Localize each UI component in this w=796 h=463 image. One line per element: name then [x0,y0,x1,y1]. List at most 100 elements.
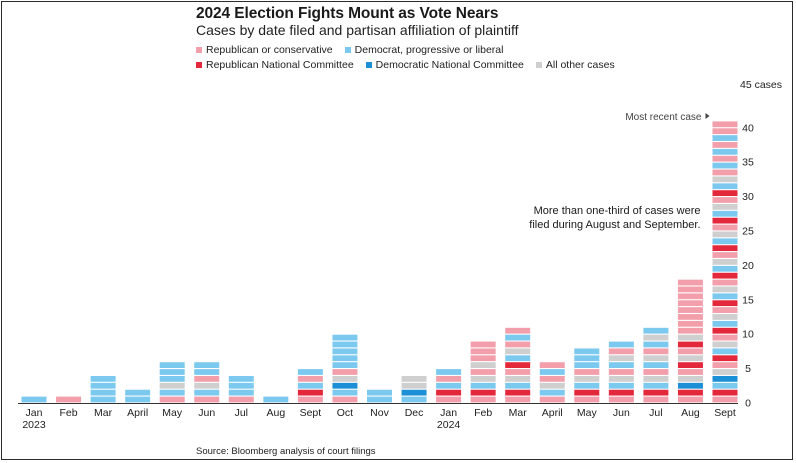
bar-segment-dem [539,389,565,396]
bar-stack [608,341,634,403]
x-tick-label: Sept [300,407,322,419]
bar-segment-dnc [332,382,358,389]
y-tick-label: 30 [742,191,754,203]
bar-segment-other [470,362,496,368]
bar-segment-dem [332,348,358,355]
bar-segment-rnc [712,190,738,196]
bar-segment-other [574,375,600,382]
y-tick-label: 5 [745,363,751,375]
bar-segment-dem [194,389,220,396]
legend-item-dnc: Democratic National Committee [365,59,524,71]
bar-segment-rnc [297,389,323,396]
bar-segment-rep [677,300,703,307]
legend-item-dem: Democrat, progressive or liberal [344,44,504,56]
x-tick-label: Mar [94,407,113,419]
bar-segment-rep [608,369,634,375]
bar-segment-dem [125,396,151,403]
bar-segment-rep [712,155,738,162]
chart-legend: Republican or conservative Democrat, pro… [196,43,616,73]
bar-segment-dem [436,382,462,389]
x-tick-label: Jan [440,407,457,419]
y-tick-label: 15 [742,294,754,306]
bar-segment-rep [470,355,496,362]
bar-segment-rep [677,327,703,334]
bar-segment-rep [608,396,634,403]
bar-segment-rep [470,348,496,355]
x-tick-label: Dec [405,407,424,419]
bar-segment-other [712,286,738,293]
legend-label-dem: Democrat, progressive or liberal [354,44,504,56]
legend-item-rep: Republican or conservative [196,44,333,56]
bar-segment-dnc [677,382,703,389]
y-unit-label: 45 cases [740,79,782,91]
bar-segment-rep [539,396,565,403]
bar-segment-dem [159,362,185,368]
bar-segment-other [332,375,358,382]
bar-segment-rep [712,396,738,403]
bar-segment-dem [574,362,600,368]
legend-swatch-rnc [196,62,202,68]
x-tick-label: Feb [474,407,492,419]
bar-segment-dem [712,320,738,327]
bar-segment-other [712,314,738,320]
bar-segment-dem [401,396,427,403]
bar-stack [677,279,703,403]
bar-segment-rnc [712,327,738,334]
bar-segment-other [677,355,703,362]
bar-segment-dem [608,362,634,368]
bar-segment-dem [712,348,738,355]
bar-stack [228,375,254,403]
bar-stack [539,362,565,403]
bar-segment-rep [643,369,669,375]
bar-segment-dem [90,396,116,403]
bar-segment-rnc [677,389,703,396]
bar-segment-rep [56,396,82,403]
bar-stack [297,369,323,403]
annotation-most-recent-case: Most recent case [625,112,702,123]
bar-segment-rep [712,334,738,341]
x-tick-label: Oct [337,407,353,419]
x-tick-label: May [577,407,598,419]
bar-segment-dem [90,389,116,396]
legend-label-rep: Republican or conservative [206,44,333,56]
bar-segment-dem [332,362,358,368]
bar-segment-rnc [712,217,738,224]
bar-segment-rep [608,348,634,355]
bar-segment-dem [712,293,738,300]
legend-swatch-other [535,62,542,68]
bar-segment-rep [505,341,531,348]
bar-segment-rep [332,396,358,403]
bar-segment-rnc [677,341,703,348]
bar-segment-other [194,382,220,389]
x-tick-label: Feb [60,407,78,419]
bar-segment-rep [712,128,738,135]
bar-segment-rep [712,362,738,368]
bar-segment-dem [125,389,151,396]
bar-segment-rep [677,396,703,403]
bar-segment-rnc [643,389,669,396]
bar-segment-dem [608,341,634,348]
bar-segment-dem [332,389,358,396]
bar-stack [436,369,462,403]
annotation-note-line: More than one-third of cases were [534,205,701,217]
source-note: Source: Bloomberg analysis of court fili… [196,446,376,457]
bar-segment-other [401,375,427,382]
legend-label-rnc: Republican National Committee [206,59,354,71]
bar-segment-other [470,375,496,382]
bar-segment-rep [505,327,531,334]
bar-segment-dem [228,382,254,389]
bar-segment-rnc [677,362,703,368]
bar-segment-rep [228,396,254,403]
bar-segment-rep [712,279,738,286]
x-tick-label: Jul [649,407,662,419]
bar-segment-rep [677,279,703,286]
bar-segment-dem [505,382,531,389]
bar-segment-rnc [712,300,738,307]
bar-segment-rep [159,396,185,403]
bar-segment-rep [332,369,358,375]
bar-segment-dem [574,355,600,362]
bar-segment-dem [608,382,634,389]
bar-segment-rep [574,396,600,403]
annotation-arrow-icon [705,113,710,119]
bar-segment-dem [505,355,531,362]
